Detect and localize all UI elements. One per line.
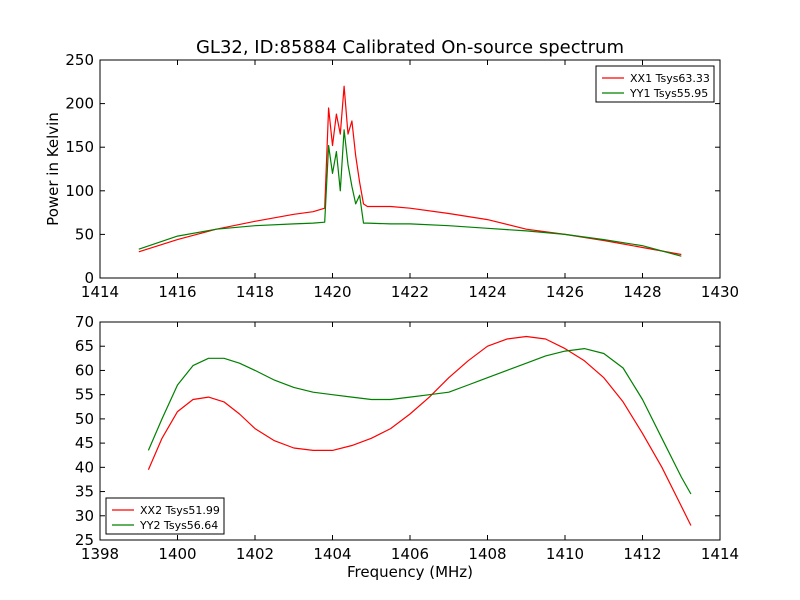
legend-box	[595, 65, 715, 103]
y-tick-label: 45	[75, 434, 94, 452]
chart-title: GL32, ID:85884 Calibrated On-source spec…	[196, 37, 624, 58]
x-tick-label: 1428	[623, 283, 661, 301]
y-tick-label: 65	[75, 337, 94, 355]
legend: XX1 Tsys63.33 YY1 Tsys55.95	[595, 65, 715, 103]
series-line-xx1	[138, 85, 682, 256]
x-tick-label: 1400	[158, 545, 196, 563]
x-tick-label: 1404	[313, 545, 351, 563]
x-tick-label: 1402	[236, 545, 274, 563]
y-tick-label: 150	[65, 138, 94, 156]
y-tick-label: 0	[84, 269, 94, 287]
x-tick-label: 1412	[623, 545, 661, 563]
y-tick-label: 40	[75, 458, 94, 476]
legend-label: XX1 Tsys63.33	[630, 72, 710, 85]
y-tick-label: 35	[75, 483, 94, 501]
series-line-xx2	[147, 335, 692, 526]
y-tick-label: 60	[75, 361, 94, 379]
x-tick-label: 1422	[391, 283, 429, 301]
x-tick-label: 1418	[236, 283, 274, 301]
x-tick-label: 1414	[701, 545, 739, 563]
legend-label: YY2 Tsys56.64	[139, 519, 218, 532]
x-tick-label: 1416	[158, 283, 196, 301]
y-tick-label: 30	[75, 507, 94, 525]
y-tick-label: 50	[75, 225, 94, 243]
x-tick-label: 1406	[391, 545, 429, 563]
x-tick-label: 1408	[468, 545, 506, 563]
y-tick-label: 100	[65, 182, 94, 200]
x-axis-label: Frequency (MHz)	[347, 563, 473, 581]
x-tick-label: 1420	[313, 283, 351, 301]
y-tick-label: 250	[65, 51, 94, 69]
y-tick-label: 50	[75, 410, 94, 428]
y-axis-label: Power in Kelvin	[44, 112, 62, 226]
series-line-yy2	[147, 348, 692, 495]
legend-label: XX2 Tsys51.99	[140, 504, 220, 517]
x-tick-label: 1426	[546, 283, 584, 301]
x-tick-label: 1424	[468, 283, 506, 301]
x-tick-label: 1414	[81, 283, 119, 301]
series-line-yy1	[138, 129, 682, 257]
legend: XX2 Tsys51.99 YY2 Tsys56.64	[105, 497, 225, 535]
y-tick-label: 70	[75, 313, 94, 331]
legend-label: YY1 Tsys55.95	[629, 87, 708, 100]
x-tick-label: 1398	[81, 545, 119, 563]
x-tick-label: 1410	[546, 545, 584, 563]
bottom-plot: 1398 1400 1402 1404 1406 1408 1410 1412 1414 25 30…	[75, 313, 739, 563]
y-tick-label: 200	[65, 95, 94, 113]
y-tick-label: 55	[75, 386, 94, 404]
legend-box	[105, 497, 225, 535]
x-tick-label: 1430	[701, 283, 739, 301]
top-plot: 1414 1416 1418 1420 1422 1424 1426 1428 1430 0 50 1…	[65, 51, 739, 301]
y-tick-label: 25	[75, 531, 94, 549]
